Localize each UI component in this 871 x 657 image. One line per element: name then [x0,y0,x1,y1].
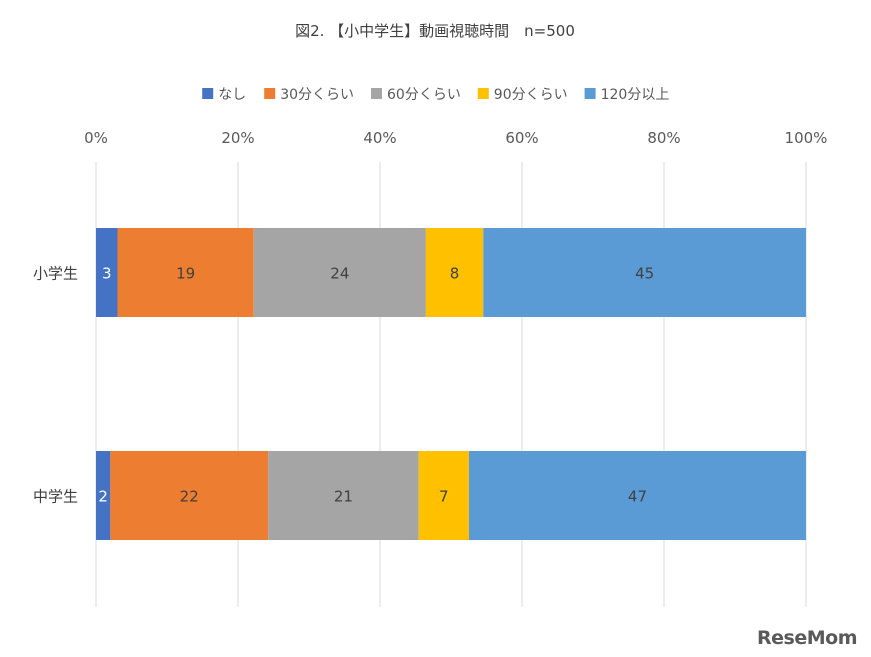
category-label: 小学生 [33,265,78,283]
x-tick-label: 0% [84,129,108,147]
x-tick-label: 60% [505,129,538,147]
x-tick-label: 20% [221,129,254,147]
data-label: 47 [628,488,647,506]
data-label: 45 [635,265,654,283]
bars: 3 19 24 8 452 22 21 7 47 [96,228,806,540]
legend-swatch [202,88,214,99]
legend: なし 30分くらい 60分くらい 90分くらい 120分以上 [202,87,669,103]
data-label: 7 [439,488,449,506]
resemom-logo: ReseMom [757,627,857,649]
bar-segment [425,228,484,317]
bar-segment [253,228,426,317]
bar-segment [96,451,111,540]
legend-label: 60分くらい [387,87,461,103]
bar-segment [110,451,269,540]
data-label: 21 [334,488,353,506]
data-label: 2 [98,488,108,506]
bar-segment [483,228,806,317]
legend-swatch [584,88,596,99]
data-label: 8 [450,265,460,283]
bar-segment [418,451,469,540]
x-tick-label: 100% [785,129,828,147]
bar-segment [96,228,118,317]
data-label: 24 [330,265,349,283]
chart-title: 図2. 【小中学生】動画視聴時間 n=500 [295,22,575,40]
legend-label: 90分くらい [494,87,568,103]
legend-item: 60分くらい [371,87,461,103]
legend-item: 90分くらい [477,87,568,103]
data-label: 3 [102,265,112,283]
legend-swatch [477,88,489,99]
legend-item: なし [202,87,246,103]
data-label: 22 [180,488,199,506]
bar-segment [468,451,806,540]
data-label: 19 [176,265,195,283]
legend-swatch [371,88,382,99]
bar-segment [268,451,419,540]
legend-label: 30分くらい [280,87,354,103]
x-tick-label: 80% [647,129,680,147]
category-label: 中学生 [33,488,78,506]
legend-swatch [264,88,276,99]
bar-segment [117,228,254,317]
legend-label: 120分以上 [601,87,670,103]
legend-label: なし [218,87,246,103]
x-axis-ticks: 0% 20% 40% 60% 80% 100% [84,129,827,147]
x-tick-label: 40% [363,129,396,147]
legend-item: 30分くらい [264,87,354,103]
legend-item: 120分以上 [584,87,670,103]
